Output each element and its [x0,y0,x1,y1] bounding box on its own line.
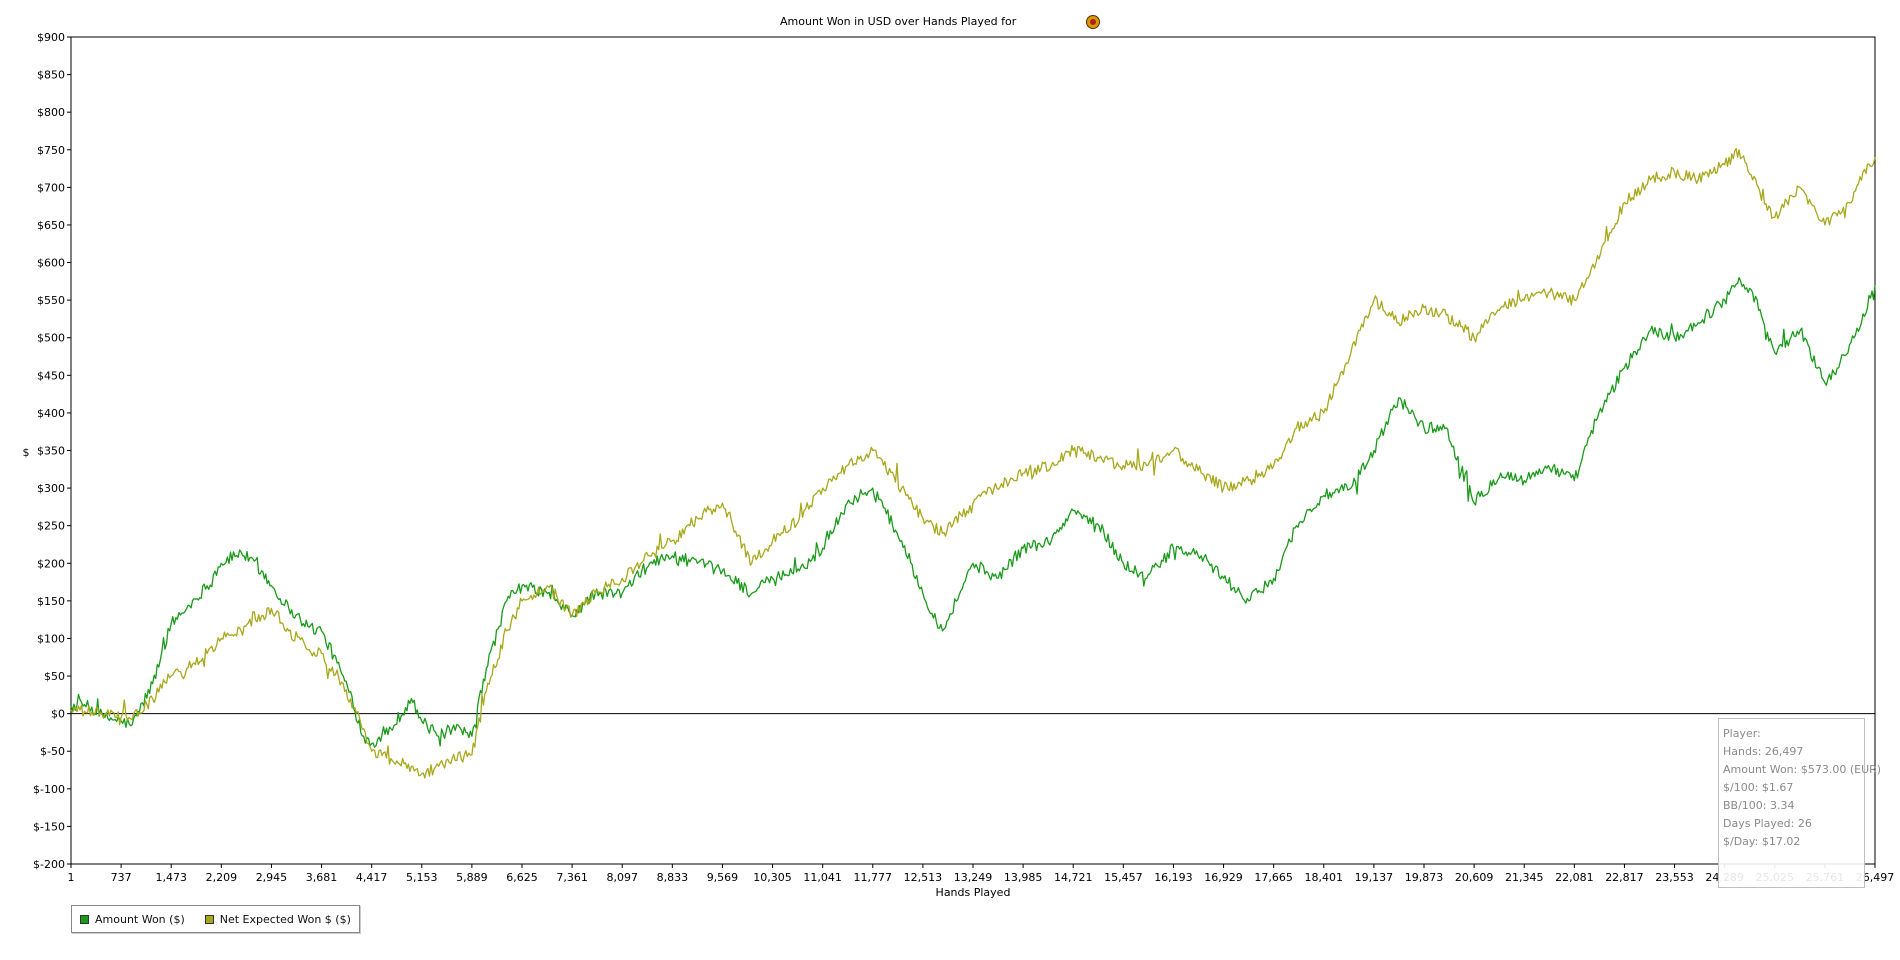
legend-item-amount-won[interactable]: Amount Won ($) [80,913,185,926]
y-tick-label: $600 [37,257,65,270]
x-tick-label: 26,497 [1856,871,1895,884]
x-tick-label: 1,473 [155,871,187,884]
y-tick-label: $250 [37,520,65,533]
x-tick-label: 1 [68,871,75,884]
x-tick-label: 10,305 [753,871,792,884]
x-tick-label: 11,777 [854,871,893,884]
y-tick-label: $50 [44,670,65,683]
y-tick-label: $200 [37,557,65,570]
x-tick-label: 3,681 [306,871,338,884]
y-tick-label: $0 [51,708,65,721]
stats-player: Player: [1723,727,1761,740]
x-axis-label: Hands Played [936,886,1011,899]
chart-legend: Amount Won ($) Net Expected Won $ ($) [71,905,360,933]
x-tick-label: 22,081 [1555,871,1594,884]
x-tick-label: 11,041 [803,871,842,884]
x-tick-label: 16,193 [1154,871,1193,884]
stats-dollar-per-100: $/100: $1.67 [1723,781,1794,794]
x-tick-label: 8,833 [657,871,689,884]
stats-amount-won: Amount Won: $573.00 (EUR) [1723,763,1882,776]
legend-swatch-amount-won [80,914,89,924]
y-tick-label: $150 [37,595,65,608]
x-tick-label: 4,417 [356,871,388,884]
y-tick-label: $650 [37,219,65,232]
x-tick-label: 5,153 [406,871,438,884]
x-tick-label: 5,889 [456,871,488,884]
stats-days-played: Days Played: 26 [1723,817,1812,830]
y-tick-label: $-50 [40,745,65,758]
series-line-net-expected-won [70,147,1876,779]
x-tick-label: 23,553 [1655,871,1694,884]
stats-dollar-per-day: $/Day: $17.02 [1723,835,1801,848]
x-tick-label: 737 [111,871,132,884]
x-tick-label: 22,817 [1605,871,1644,884]
x-tick-label: 21,345 [1505,871,1544,884]
x-tick-label: 8,097 [606,871,638,884]
x-tick-label: 2,945 [256,871,288,884]
x-tick-label: 7,361 [556,871,588,884]
y-tick-label: $450 [37,369,65,382]
plot-area [70,36,1876,865]
x-tick-label: 14,721 [1054,871,1093,884]
y-tick-label: $900 [37,31,65,44]
y-tick-label: $-200 [33,858,65,871]
y-tick-label: $550 [37,294,65,307]
x-tick-label: 19,137 [1355,871,1394,884]
x-tick-label: 19,873 [1405,871,1444,884]
legend-label-amount-won: Amount Won ($) [95,912,185,926]
x-tick-label: 20,609 [1455,871,1494,884]
legend-item-net-expected-won[interactable]: Net Expected Won $ ($) [204,912,351,926]
x-tick-label: 15,457 [1104,871,1143,884]
axes [67,36,1876,868]
y-axis-label: $ [23,446,30,459]
x-tick-label: 16,929 [1204,871,1243,884]
chart-title-area: Amount Won in USD over Hands Played for [0,13,1900,31]
x-tick-label: 13,249 [954,871,993,884]
x-tick-label: 18,401 [1305,871,1344,884]
y-tick-label: $750 [37,144,65,157]
chart-title: Amount Won in USD over Hands Played for [780,15,1017,28]
x-tick-label: 2,209 [206,871,238,884]
x-tick-label: 12,513 [904,871,943,884]
y-tick-label: $-100 [33,783,65,796]
y-tick-label: $400 [37,407,65,420]
y-tick-label: $350 [37,445,65,458]
x-tick-label: 6,625 [506,871,538,884]
player-stats-box: Player: Hands: 26,497 Amount Won: $573.0… [1718,718,1882,888]
y-tick-label: $700 [37,181,65,194]
y-tick-label: $500 [37,332,65,345]
legend-label-net-expected-won: Net Expected Won $ ($) [219,912,351,926]
stats-hands: Hands: 26,497 [1723,745,1804,758]
player-site-icon [1086,15,1100,29]
x-tick-label: 17,665 [1254,871,1293,884]
y-tick-label: $300 [37,482,65,495]
data-series [70,147,1876,779]
legend-swatch-net-expected-won [204,914,214,924]
series-line-amount-won [70,276,1876,748]
y-tick-label: $800 [37,106,65,119]
y-tick-label: $100 [37,632,65,645]
x-tick-label: 9,569 [707,871,739,884]
y-tick-label: $-150 [33,820,65,833]
y-tick-label: $850 [37,69,65,82]
stats-bb-per-100: BB/100: 3.34 [1723,799,1795,812]
x-tick-label: 13,985 [1004,871,1043,884]
tick-labels: $900 $850 $800 $750 $700 $650 $600 $550 $500 $450… [33,31,1894,884]
